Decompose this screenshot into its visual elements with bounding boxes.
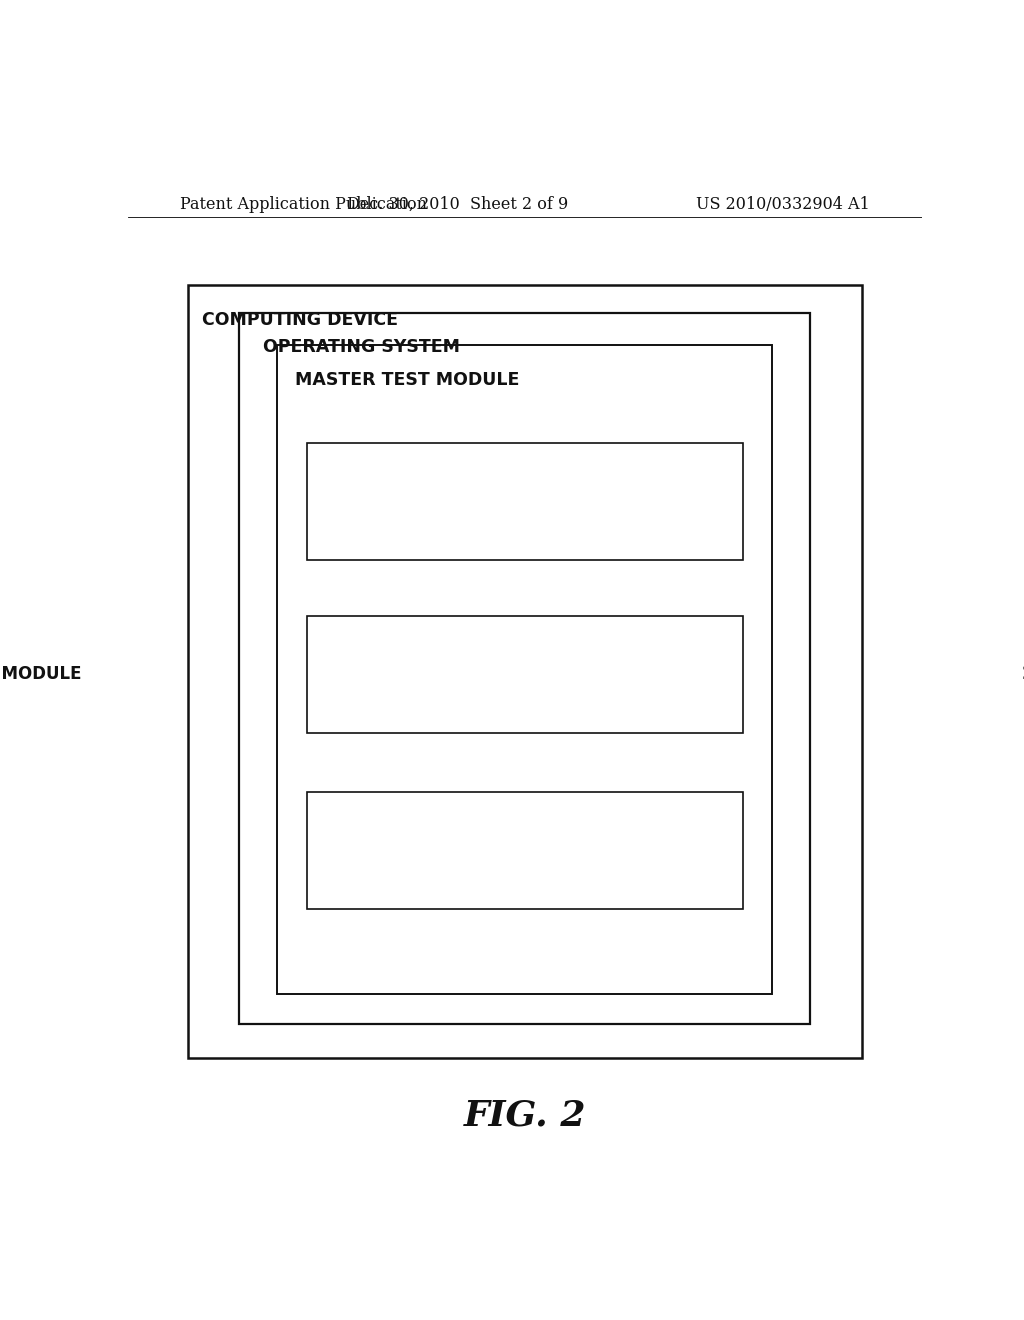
Text: TEST TRIGGER MODULE: TEST TRIGGER MODULE (0, 665, 82, 684)
FancyBboxPatch shape (240, 313, 811, 1024)
FancyBboxPatch shape (306, 615, 743, 733)
Text: Patent Application Publication: Patent Application Publication (179, 195, 427, 213)
Text: OPERATING SYSTEM: OPERATING SYSTEM (263, 338, 466, 356)
FancyBboxPatch shape (187, 285, 862, 1057)
FancyBboxPatch shape (278, 346, 772, 994)
FancyBboxPatch shape (306, 444, 743, 560)
Text: COMPUTING DEVICE: COMPUTING DEVICE (202, 312, 403, 329)
Text: FIG. 2: FIG. 2 (464, 1098, 586, 1133)
Text: 206: 206 (1022, 665, 1024, 684)
Text: MASTER TEST MODULE: MASTER TEST MODULE (295, 371, 525, 389)
Text: Dec. 30, 2010  Sheet 2 of 9: Dec. 30, 2010 Sheet 2 of 9 (347, 195, 568, 213)
FancyBboxPatch shape (306, 792, 743, 908)
Text: US 2010/0332904 A1: US 2010/0332904 A1 (696, 195, 870, 213)
